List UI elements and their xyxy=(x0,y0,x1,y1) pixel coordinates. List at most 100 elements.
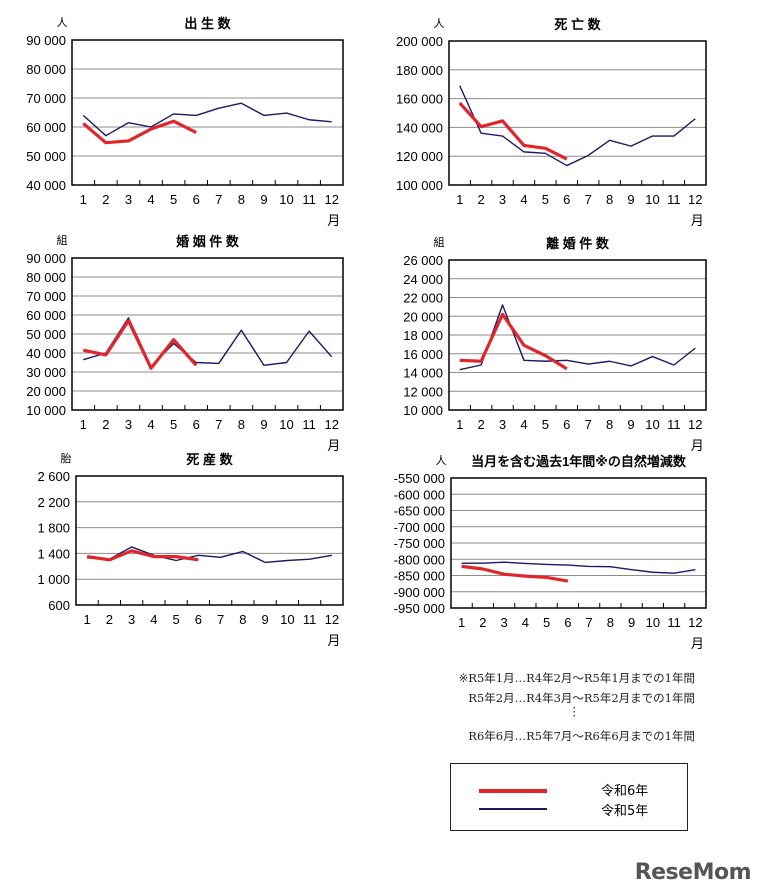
x-axis-label: 月 xyxy=(327,633,340,648)
x-tick-label: 7 xyxy=(215,192,222,207)
x-tick-label: 2 xyxy=(478,417,485,432)
y-unit-label: 人 xyxy=(57,16,68,29)
x-tick-label: 1 xyxy=(456,417,463,432)
y-tick-label: -850 000 xyxy=(394,569,445,584)
x-tick-label: 10 xyxy=(646,615,660,630)
x-tick-label: 12 xyxy=(325,612,339,627)
y-tick-label: 18 000 xyxy=(403,328,443,343)
x-tick-label: 1 xyxy=(458,615,465,630)
x-axis-label: 月 xyxy=(691,636,704,651)
y-tick-label: 60 000 xyxy=(26,308,66,323)
x-tick-label: 6 xyxy=(195,612,202,627)
x-tick-label: 1 xyxy=(80,192,87,207)
x-tick-label: 3 xyxy=(499,192,506,207)
y-unit-label: 人 xyxy=(434,17,445,30)
x-tick-label: 9 xyxy=(262,612,269,627)
series-line-r6 xyxy=(82,319,198,370)
y-tick-label: 40 000 xyxy=(26,346,66,361)
y-tick-label: 24 000 xyxy=(403,272,443,287)
x-tick-label: 8 xyxy=(238,192,245,207)
legend-label-r6: 令和6年 xyxy=(601,784,649,799)
y-tick-label: 2 200 xyxy=(37,495,70,510)
x-tick-label: 10 xyxy=(279,192,293,207)
y-tick-label: 50 000 xyxy=(26,327,66,342)
y-tick-label: 90 000 xyxy=(26,251,66,266)
legend: 令和6年 令和5年 xyxy=(450,763,688,831)
x-tick-label: 6 xyxy=(564,615,571,630)
x-tick-label: 5 xyxy=(173,612,180,627)
x-tick-label: 11 xyxy=(667,615,681,630)
series-line-r5 xyxy=(461,561,696,574)
x-tick-label: 4 xyxy=(147,417,154,432)
chart-title: 死 亡 数 xyxy=(554,17,601,32)
watermark-logo: ReseMom xyxy=(634,860,752,885)
x-tick-label: 3 xyxy=(501,615,508,630)
y-tick-label: 10 000 xyxy=(403,403,443,418)
plot-frame xyxy=(448,40,707,186)
y-tick-label: 160 000 xyxy=(396,92,443,107)
y-tick-label: -750 000 xyxy=(394,536,445,551)
x-tick-label: 3 xyxy=(499,417,506,432)
y-tick-label: 90 000 xyxy=(26,33,66,48)
series-line-r5 xyxy=(82,102,332,137)
x-tick-label: 10 xyxy=(645,417,659,432)
y-tick-label: 60 000 xyxy=(26,120,66,135)
y-tick-label: 22 000 xyxy=(403,291,443,306)
x-tick-label: 9 xyxy=(628,615,635,630)
y-unit-label: 組 xyxy=(57,234,68,247)
x-tick-label: 3 xyxy=(125,417,132,432)
y-tick-label: 80 000 xyxy=(26,270,66,285)
x-tick-label: 6 xyxy=(193,192,200,207)
x-axis-label: 月 xyxy=(691,213,704,228)
x-tick-label: 11 xyxy=(667,192,681,207)
x-tick-label: 11 xyxy=(667,417,681,432)
x-tick-label: 12 xyxy=(324,417,338,432)
y-tick-label: 600 xyxy=(48,598,70,613)
x-tick-label: 2 xyxy=(102,417,109,432)
y-tick-label: -900 000 xyxy=(394,585,445,600)
legend-item-r5 xyxy=(479,808,547,810)
y-tick-label: 20 000 xyxy=(26,384,66,399)
x-tick-label: 6 xyxy=(563,192,570,207)
footnote-line: R5年2月…R4年3月～R5年2月までの1年間 xyxy=(468,691,695,705)
x-axis-label: 月 xyxy=(691,438,704,453)
series-line-r5 xyxy=(459,85,696,167)
legend-swatch-r6 xyxy=(479,789,547,793)
x-tick-label: 5 xyxy=(542,417,549,432)
footnote-line: R6年6月…R5年7月～R6年6月までの1年間 xyxy=(468,729,695,743)
chart-title: 婚 姻 件 数 xyxy=(176,234,240,249)
y-tick-label: 70 000 xyxy=(26,91,66,106)
x-tick-label: 1 xyxy=(456,192,463,207)
x-tick-label: 12 xyxy=(688,615,702,630)
x-tick-label: 7 xyxy=(215,417,222,432)
x-tick-label: 4 xyxy=(522,615,529,630)
x-tick-label: 7 xyxy=(585,417,592,432)
y-tick-label: 70 000 xyxy=(26,289,66,304)
x-tick-label: 3 xyxy=(128,612,135,627)
x-tick-label: 12 xyxy=(688,417,702,432)
x-tick-label: 4 xyxy=(520,192,527,207)
x-tick-label: 2 xyxy=(102,192,109,207)
x-tick-label: 10 xyxy=(280,612,294,627)
plot-frame xyxy=(75,475,344,606)
chart-title: 離 婚 件 数 xyxy=(546,236,610,251)
x-tick-label: 9 xyxy=(627,417,634,432)
y-tick-label: 26 000 xyxy=(403,253,443,268)
x-tick-label: 2 xyxy=(479,615,486,630)
y-tick-label: 140 000 xyxy=(396,120,443,135)
x-tick-label: 9 xyxy=(260,417,267,432)
x-axis-label: 月 xyxy=(327,213,340,228)
y-tick-label: -650 000 xyxy=(394,504,445,519)
series-line-r6 xyxy=(82,119,197,145)
y-tick-label: 2 600 xyxy=(37,469,70,484)
y-tick-label: 16 000 xyxy=(403,347,443,362)
y-tick-label: -700 000 xyxy=(394,520,445,535)
x-tick-label: 12 xyxy=(324,192,338,207)
x-tick-label: 4 xyxy=(147,192,154,207)
x-tick-label: 10 xyxy=(645,192,659,207)
footnote-line: ※R5年1月…R4年2月～R5年1月までの1年間 xyxy=(458,671,695,685)
x-tick-label: 6 xyxy=(563,417,570,432)
x-axis-label: 月 xyxy=(327,438,340,453)
